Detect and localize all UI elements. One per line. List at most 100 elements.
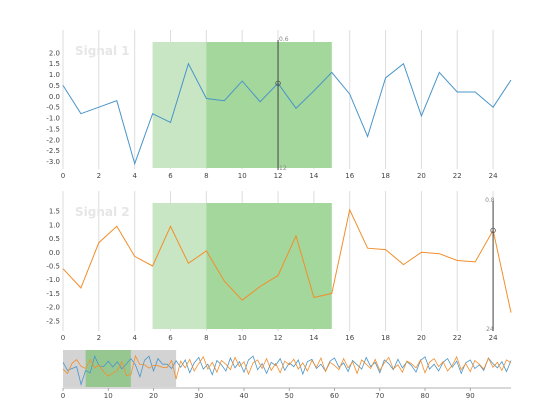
data-point[interactable]	[419, 250, 423, 254]
data-point[interactable]	[79, 286, 83, 290]
y-tick-label: 0.0	[49, 249, 60, 257]
data-point[interactable]	[348, 92, 352, 96]
data-point[interactable]	[115, 99, 119, 103]
data-point[interactable]	[97, 105, 101, 109]
data-point[interactable]	[330, 70, 334, 74]
data-point[interactable]	[366, 246, 370, 250]
data-point[interactable]	[222, 279, 226, 283]
data-point[interactable]	[401, 62, 405, 66]
data-point[interactable]	[97, 241, 101, 245]
signal-1-panel: Signal 1 -3.0 -2.5 -2.0 -1.5 -1.0 -0.5 0.0 0.5 1.…	[46, 30, 513, 180]
data-point[interactable]	[258, 285, 262, 289]
data-point[interactable]	[240, 298, 244, 302]
data-point[interactable]	[312, 296, 316, 300]
data-point[interactable]	[437, 70, 441, 74]
x-tick-label: 12	[274, 334, 283, 342]
data-point[interactable]	[312, 89, 316, 93]
y-tick-label: -2.0	[46, 304, 60, 312]
data-point[interactable]	[473, 90, 477, 94]
data-point[interactable]	[204, 96, 208, 100]
x-tick-label: 2	[97, 172, 101, 180]
navigator-x-tick-label: 60	[330, 392, 339, 400]
data-point[interactable]	[133, 162, 137, 166]
data-point[interactable]	[330, 291, 334, 295]
highlight-band-dark[interactable]	[206, 203, 332, 329]
navigator-x-tick-label: 50	[285, 392, 294, 400]
data-point[interactable]	[133, 254, 137, 258]
y-tick-label: 2.0	[49, 49, 60, 57]
data-point[interactable]	[222, 99, 226, 103]
data-point[interactable]	[151, 112, 155, 116]
x-tick-label: 0	[61, 172, 65, 180]
highlight-band-dark[interactable]	[206, 42, 332, 168]
data-point[interactable]	[204, 249, 208, 253]
y-tick-label: 1.5	[49, 208, 60, 216]
x-tick-label: 14	[309, 172, 318, 180]
data-point[interactable]	[169, 120, 173, 124]
data-point[interactable]	[294, 234, 298, 238]
data-point[interactable]	[348, 208, 352, 212]
data-point[interactable]	[169, 224, 173, 228]
cursor-marker	[275, 80, 281, 86]
x-tick-label: 2	[97, 334, 101, 342]
navigator-brush[interactable]	[85, 350, 131, 387]
series-line	[62, 62, 512, 166]
navigator-series-line	[62, 355, 512, 386]
y-tick-label: -2.5	[46, 147, 60, 155]
data-point[interactable]	[151, 264, 155, 268]
data-point[interactable]	[79, 112, 83, 116]
highlight-band-light[interactable]	[152, 42, 207, 168]
data-point[interactable]	[509, 78, 513, 82]
x-tick-label: 10	[238, 172, 247, 180]
x-tick-label: 22	[453, 334, 462, 342]
data-point[interactable]	[294, 106, 298, 110]
data-point[interactable]	[437, 252, 441, 256]
x-tick-label: 24	[489, 172, 498, 180]
data-point[interactable]	[115, 224, 119, 228]
x-tick-label: 22	[453, 172, 462, 180]
x-tick-label: 8	[204, 172, 208, 180]
data-point[interactable]	[276, 274, 280, 278]
data-point[interactable]	[384, 248, 388, 252]
x-tick-label: 6	[168, 334, 173, 342]
data-point[interactable]	[186, 62, 190, 66]
y-tick-label: -1.5	[46, 290, 60, 298]
x-tick-label: 10	[238, 334, 247, 342]
cursor-x-label: 12	[279, 165, 287, 172]
data-point[interactable]	[186, 261, 190, 265]
data-point[interactable]	[419, 114, 423, 118]
x-tick-label: 20	[417, 334, 426, 342]
data-point[interactable]	[61, 267, 65, 271]
data-point[interactable]	[258, 100, 262, 104]
data-point[interactable]	[473, 260, 477, 264]
data-point[interactable]	[455, 259, 459, 263]
x-tick-label: 16	[345, 172, 354, 180]
y-tick-label: 0.5	[49, 82, 60, 90]
y-tick-label: -3.0	[46, 158, 60, 166]
x-tick-label: 20	[417, 172, 426, 180]
navigator-x-tick-label: 30	[194, 392, 203, 400]
y-tick-label: 0.0	[49, 93, 60, 101]
data-point[interactable]	[491, 105, 495, 109]
data-point[interactable]	[401, 263, 405, 267]
navigator-x-tick-label: 90	[466, 392, 475, 400]
x-tick-label: 8	[204, 334, 208, 342]
navigator-x-tick-label: 80	[421, 392, 430, 400]
navigator-panel[interactable]: 0 10 20 30 40 50 60 70 80 90	[61, 350, 512, 400]
data-point[interactable]	[384, 76, 388, 80]
data-point[interactable]	[366, 135, 370, 139]
signal-2-panel: Signal 2 -2.5 -2.0 -1.5 -1.0 -0.5 0.0 0.5 1.0 1.5…	[46, 191, 513, 342]
navigator-series-line	[62, 354, 512, 380]
navigator-x-tick-label: 0	[61, 392, 65, 400]
x-tick-label: 4	[132, 172, 137, 180]
y-tick-label: -1.0	[46, 276, 60, 284]
data-point[interactable]	[455, 90, 459, 94]
y-tick-label: -0.5	[46, 104, 60, 112]
data-point[interactable]	[509, 311, 513, 315]
highlight-band-light[interactable]	[152, 203, 207, 329]
y-tick-label: -1.0	[46, 115, 60, 123]
series-line	[62, 208, 512, 313]
cursor-marker	[490, 227, 496, 234]
data-point[interactable]	[240, 79, 244, 83]
data-point[interactable]	[61, 83, 65, 87]
